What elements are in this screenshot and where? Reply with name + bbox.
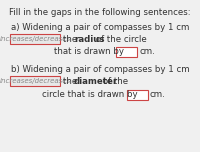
Text: of the: of the	[100, 76, 128, 85]
Text: increases/decreases: increases/decreases	[0, 36, 71, 42]
Text: that is drawn by: that is drawn by	[54, 47, 124, 56]
FancyBboxPatch shape	[10, 76, 60, 86]
FancyBboxPatch shape	[116, 47, 137, 57]
Text: cm.: cm.	[150, 90, 166, 99]
Text: of the circle: of the circle	[93, 35, 147, 43]
Text: circle that is drawn by: circle that is drawn by	[42, 90, 138, 99]
FancyBboxPatch shape	[10, 34, 60, 44]
Text: the: the	[63, 76, 80, 85]
FancyBboxPatch shape	[127, 90, 148, 100]
Text: Fill in the gaps in the following sentences:: Fill in the gaps in the following senten…	[9, 8, 191, 17]
Text: the: the	[63, 35, 80, 43]
Text: diameter: diameter	[74, 76, 118, 85]
Text: b) Widening a pair of compasses by 1 cm: b) Widening a pair of compasses by 1 cm	[11, 65, 189, 74]
Text: cm.: cm.	[139, 47, 155, 56]
Text: increases/decreases: increases/decreases	[0, 78, 71, 84]
Text: radius: radius	[74, 35, 104, 43]
Text: a) Widening a pair of compasses by 1 cm: a) Widening a pair of compasses by 1 cm	[11, 23, 189, 32]
